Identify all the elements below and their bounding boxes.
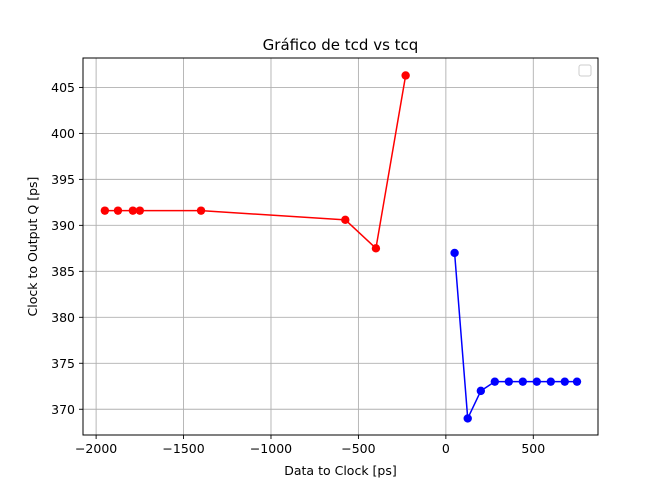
data-point bbox=[341, 215, 350, 225]
y-axis-label: Clock to Output Q [ps] bbox=[25, 177, 40, 317]
data-point bbox=[518, 377, 528, 386]
series-line bbox=[453, 252, 578, 420]
x-tick-label: −1000 bbox=[250, 441, 292, 456]
x-tick-label: −1500 bbox=[162, 441, 204, 456]
data-point bbox=[113, 206, 123, 215]
x-tick-label: −2000 bbox=[75, 441, 117, 456]
series-2 bbox=[450, 248, 582, 423]
y-tick-label: 375 bbox=[51, 356, 75, 371]
x-axis-label: Data to Clock [ps] bbox=[284, 463, 396, 478]
grid-lines bbox=[83, 58, 598, 435]
plot-background bbox=[83, 58, 598, 435]
data-point bbox=[135, 206, 145, 215]
series-1 bbox=[100, 71, 410, 253]
x-tick-label: −500 bbox=[341, 441, 375, 456]
x-tick-label: 500 bbox=[521, 441, 545, 456]
data-point bbox=[196, 206, 206, 215]
legend-box bbox=[578, 64, 592, 77]
data-point bbox=[560, 377, 569, 386]
data-point bbox=[463, 414, 472, 423]
y-axis: 370 375 380 385 390 395 400 405 bbox=[51, 80, 83, 417]
y-tick-label: 400 bbox=[51, 126, 75, 141]
plot-frame bbox=[82, 57, 599, 436]
data-point bbox=[572, 377, 582, 386]
data-point bbox=[476, 386, 486, 396]
y-tick-label: 370 bbox=[51, 402, 75, 417]
data-point bbox=[100, 206, 110, 215]
data-point bbox=[371, 244, 381, 253]
data-point bbox=[401, 71, 410, 80]
y-tick-label: 395 bbox=[51, 172, 75, 187]
x-axis: −2000 −1500 −1000 −500 0 500 bbox=[75, 435, 545, 456]
data-point bbox=[128, 206, 138, 215]
y-tick-label: 380 bbox=[51, 310, 75, 325]
data-point bbox=[546, 377, 555, 386]
data-point bbox=[450, 248, 459, 258]
y-tick-label: 390 bbox=[51, 218, 75, 233]
data-point bbox=[504, 377, 514, 386]
series-layer bbox=[100, 71, 582, 423]
chart-title: Gráfico de tcd vs tcq bbox=[263, 36, 419, 54]
x-tick-label: 0 bbox=[442, 441, 450, 456]
y-tick-label: 405 bbox=[51, 80, 75, 95]
data-point bbox=[532, 377, 541, 386]
data-point bbox=[490, 377, 500, 386]
y-tick-label: 385 bbox=[51, 264, 75, 279]
